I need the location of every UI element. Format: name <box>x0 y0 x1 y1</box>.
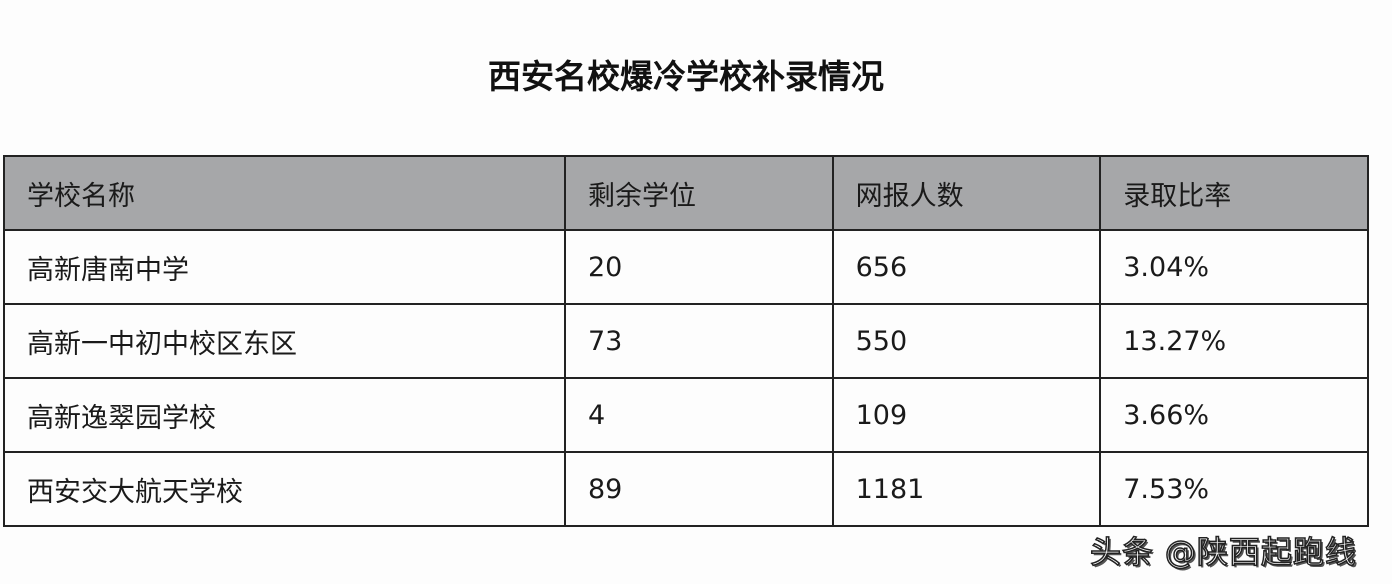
cell-applicants: 550 <box>831 303 1102 379</box>
header-applicants: 网报人数 <box>831 155 1102 231</box>
table-row: 高新一中初中校区东区 73 550 13.27% <box>3 303 1369 379</box>
table-row: 高新唐南中学 20 656 3.04% <box>3 229 1369 305</box>
cell-school-name: 高新唐南中学 <box>3 229 566 305</box>
cell-admission-rate: 3.04% <box>1099 229 1369 305</box>
cell-applicants: 656 <box>831 229 1102 305</box>
cell-remaining-seats: 89 <box>564 451 834 527</box>
admission-table: 学校名称 剩余学位 网报人数 录取比率 高新唐南中学 20 656 3.04% … <box>3 155 1369 527</box>
cell-school-name: 高新一中初中校区东区 <box>3 303 566 379</box>
table-row: 西安交大航天学校 89 1181 7.53% <box>3 451 1369 527</box>
cell-remaining-seats: 73 <box>564 303 834 379</box>
cell-school-name: 西安交大航天学校 <box>3 451 566 527</box>
cell-admission-rate: 13.27% <box>1099 303 1369 379</box>
table-row: 高新逸翠园学校 4 109 3.66% <box>3 377 1369 453</box>
table-header-row: 学校名称 剩余学位 网报人数 录取比率 <box>3 155 1369 231</box>
header-school-name: 学校名称 <box>3 155 566 231</box>
page-title: 西安名校爆冷学校补录情况 <box>488 57 884 96</box>
cell-remaining-seats: 20 <box>564 229 834 305</box>
cell-applicants: 1181 <box>831 451 1102 527</box>
cell-school-name: 高新逸翠园学校 <box>3 377 566 453</box>
header-remaining-seats: 剩余学位 <box>564 155 834 231</box>
cell-applicants: 109 <box>831 377 1102 453</box>
cell-admission-rate: 7.53% <box>1099 451 1369 527</box>
header-admission-rate: 录取比率 <box>1099 155 1369 231</box>
watermark: 头条 @陕西起跑线 <box>1089 534 1357 572</box>
cell-remaining-seats: 4 <box>564 377 834 453</box>
cell-admission-rate: 3.66% <box>1099 377 1369 453</box>
